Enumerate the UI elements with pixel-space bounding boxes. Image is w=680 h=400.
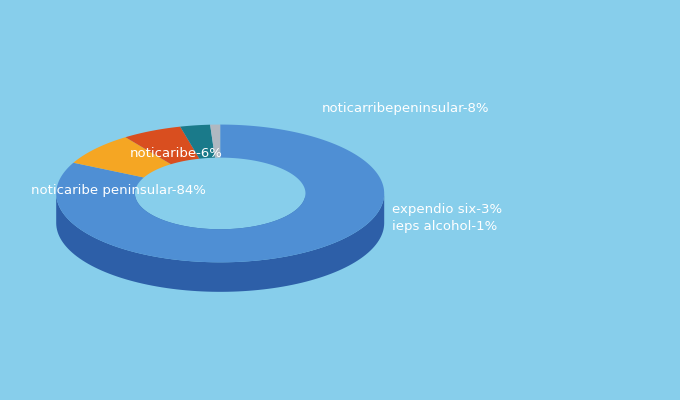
Polygon shape xyxy=(135,194,305,259)
Text: noticaribe peninsular-84%: noticaribe peninsular-84% xyxy=(31,184,206,197)
Polygon shape xyxy=(210,124,220,158)
Text: noticaribe-6%: noticaribe-6% xyxy=(129,146,222,160)
Polygon shape xyxy=(56,194,384,292)
Polygon shape xyxy=(125,127,199,164)
Text: noticarribepeninsular-8%: noticarribepeninsular-8% xyxy=(322,102,490,115)
Polygon shape xyxy=(56,124,384,262)
Text: expendio six-3%: expendio six-3% xyxy=(392,203,503,216)
Polygon shape xyxy=(180,125,215,159)
Text: ieps alcohol-1%: ieps alcohol-1% xyxy=(392,220,498,233)
Polygon shape xyxy=(73,137,171,178)
